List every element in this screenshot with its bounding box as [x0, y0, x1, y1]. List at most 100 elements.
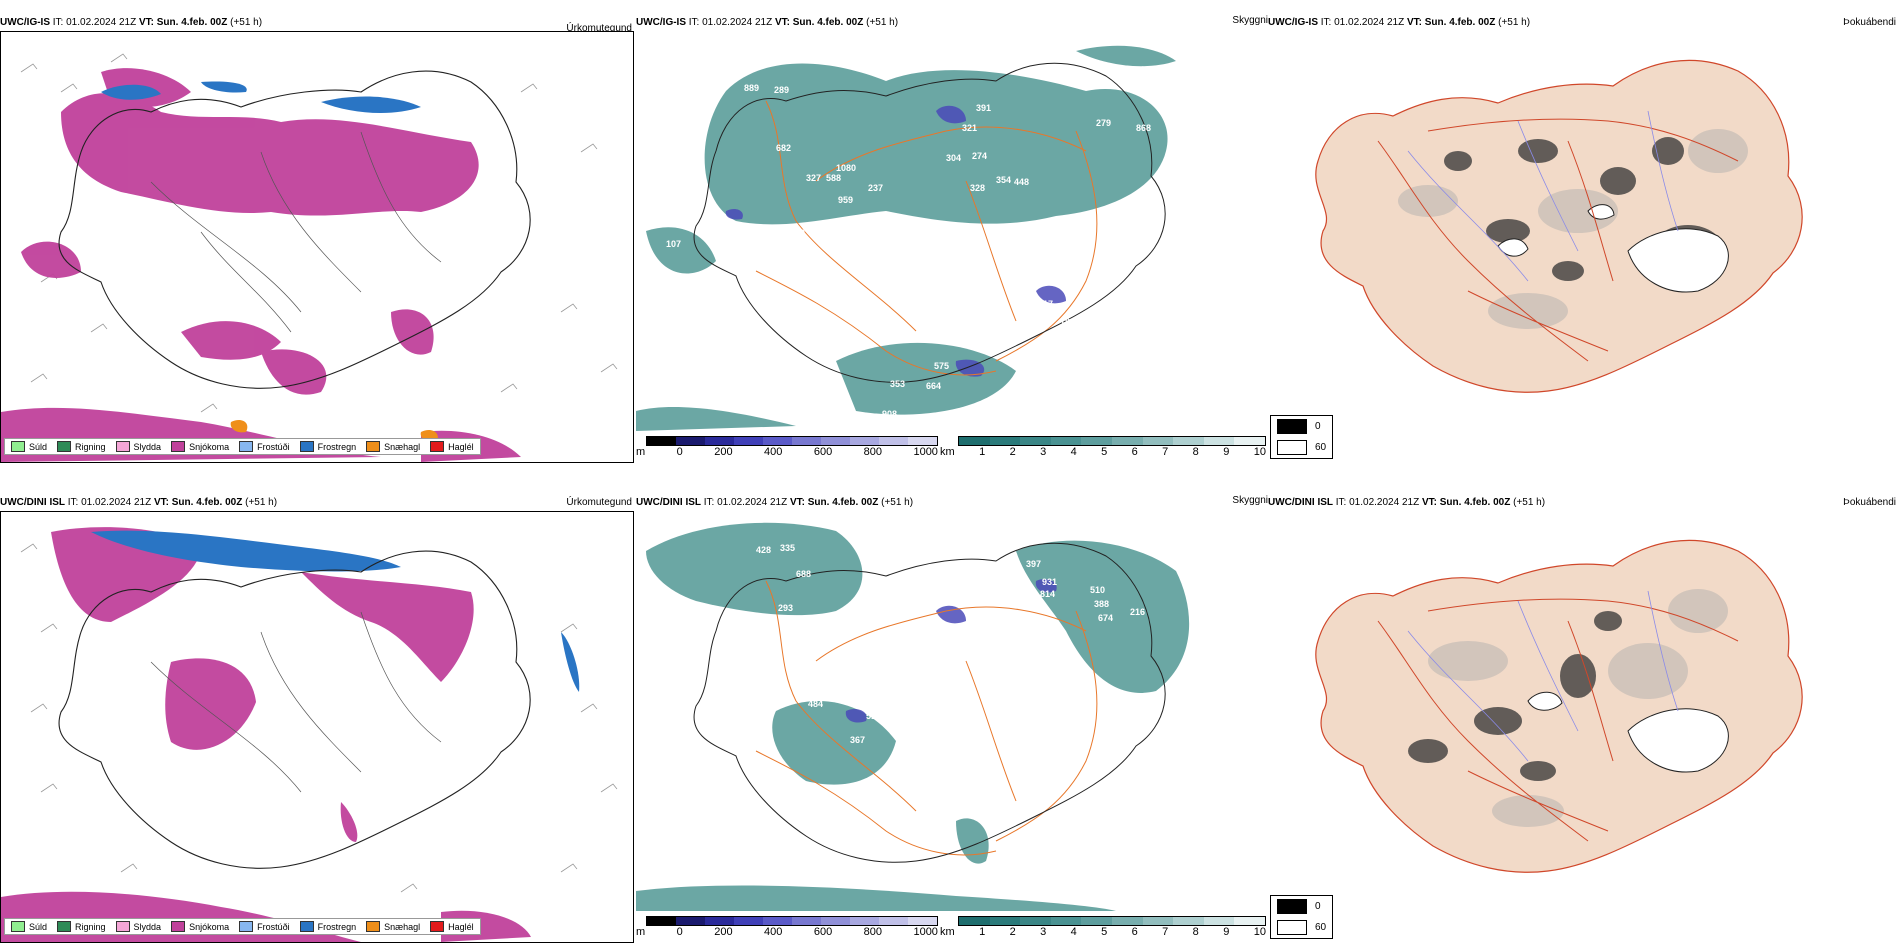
fog-panel-dini: UWC/DINI ISL IT: 01.02.2024 21Z VT: Sun.…: [1268, 495, 1900, 945]
cbar-tick: 400: [764, 926, 783, 938]
precip-map[interactable]: [0, 31, 634, 463]
vis-label: 216: [1130, 607, 1145, 617]
legend-label: Frostúði: [257, 921, 290, 932]
legend-swatch: [430, 441, 445, 452]
vis-label: 462: [1104, 209, 1119, 219]
panel-header: UWC/DINI ISL IT: 01.02.2024 21Z VT: Sun.…: [1268, 497, 1545, 508]
legend-swatch: [11, 921, 25, 932]
rivers: [1407, 590, 1679, 762]
legend-swatch: [11, 441, 25, 452]
vis-label: 510: [1090, 585, 1105, 595]
cbar-swatch: [1050, 437, 1082, 445]
vis-label: 688: [796, 569, 811, 579]
legend-label: Rigning: [75, 441, 106, 452]
precip-legend: Súld Rigning Slydda Snjókoma Frostúði Fr…: [4, 438, 481, 455]
coastline: [58, 70, 531, 389]
cbar-swatch: [647, 437, 676, 445]
glaciers: [1527, 691, 1729, 773]
panel-type-label: Þokuábendi: [1843, 17, 1896, 28]
legend-item: Súld: [11, 441, 47, 452]
fog-grey-areas: [1398, 129, 1748, 329]
cbar-swatch: [908, 437, 937, 445]
lead-time: (+51 h): [881, 497, 914, 508]
cbar-swatch: [1173, 437, 1204, 445]
vis-label: 805: [826, 407, 841, 417]
legend-item: Frostregn: [299, 921, 356, 932]
visibility-colorbar-ticks: km 1 2 3 4 5 6 7 8 9 10: [940, 446, 1266, 458]
visibility-colorbar: km 1 2 3 4 5 6 7 8 9 10: [940, 916, 1266, 938]
vis-label: 908: [882, 409, 897, 419]
cbar-tick: 5: [1101, 926, 1108, 938]
cbar-swatch: [850, 917, 879, 925]
fog-map[interactable]: [1268, 511, 1898, 931]
fog-landmass: [1315, 539, 1803, 873]
freezing-rain-areas: [91, 530, 580, 692]
precip-panel-igis: UWC/IG-IS IT: 01.02.2024 21Z VT: Sun. 4.…: [0, 15, 636, 465]
vt-label: VT:: [774, 17, 790, 28]
cbar-swatch: [850, 437, 879, 445]
cbar-swatch: [989, 437, 1021, 445]
ceiling-colorbar: m 0 200 400 600 800 1000: [636, 916, 938, 938]
roads: [1377, 598, 1739, 842]
low-visibility-areas: [636, 45, 1176, 431]
cbar-tick: 0: [676, 926, 683, 938]
vis-label: 278: [998, 561, 1013, 571]
panel-header: UWC/IG-IS IT: 01.02.2024 21Z VT: Sun. 4.…: [1268, 17, 1530, 28]
panel-header: UWC/IG-IS IT: 01.02.2024 21Z VT: Sun. 4.…: [0, 17, 262, 28]
cbar-swatch: [734, 917, 763, 925]
vt-value: Sun. 4.feb. 00Z: [156, 17, 228, 28]
glaciers: [1497, 204, 1729, 293]
it-label: IT:: [703, 497, 715, 508]
cbar-swatch: [705, 917, 734, 925]
it-value: 01.02.2024 21Z: [717, 497, 788, 508]
fog-legend-row: 0: [1271, 416, 1332, 437]
model-name: UWC/IG-IS: [1268, 17, 1318, 28]
cbar-swatch: [734, 437, 763, 445]
cbar-tick: 7: [1162, 446, 1169, 458]
snow-areas: [1, 68, 521, 462]
vt-value: Sun. 4.feb. 00Z: [807, 497, 879, 508]
cbar-swatch: [1111, 917, 1143, 925]
precip-panel-dini: UWC/DINI ISL IT: 01.02.2024 21Z VT: Sun.…: [0, 495, 636, 945]
legend-item: Frostregn: [299, 441, 356, 452]
vis-label: 664: [926, 381, 941, 391]
cbar-tick: 6: [1131, 926, 1138, 938]
vis-label: 180: [790, 228, 805, 238]
precip-map[interactable]: [0, 511, 634, 943]
it-value: 01.02.2024 21Z: [66, 17, 137, 28]
rivers: [150, 131, 442, 333]
cbar-tick: 4: [1070, 446, 1077, 458]
cbar-swatch: [1081, 917, 1112, 925]
vis-label: 321: [962, 123, 977, 133]
fog-legend-swatch: [1277, 920, 1307, 935]
cbar-tick: 1000: [913, 926, 938, 938]
vis-label: 327: [806, 173, 821, 183]
cbar-swatch: [959, 917, 990, 925]
fog-legend-label: 60: [1315, 922, 1327, 933]
lead-time: (+51 h): [1513, 497, 1546, 508]
panel-header: UWC/DINI ISL IT: 01.02.2024 21Z VT: Sun.…: [0, 497, 277, 508]
vis-label: 75: [982, 659, 992, 669]
roads: [1377, 118, 1739, 362]
panel-type-label: Úrkomutegund: [566, 23, 632, 34]
visibility-colorbar-swatches: [958, 916, 1266, 926]
cbar-tick: 8: [1192, 446, 1199, 458]
cbar-swatch: [1142, 917, 1174, 925]
visibility-map[interactable]: 428 335 688 293 397 342 278 931 814 510 …: [636, 511, 1266, 911]
vis-label: 335: [780, 543, 795, 553]
row-dini: UWC/DINI ISL IT: 01.02.2024 21Z VT: Sun.…: [0, 480, 1900, 950]
vis-label: 185: [1060, 317, 1075, 327]
legend-label: Slydda: [133, 921, 162, 932]
visibility-map[interactable]: 889 289 682 327 588 237 1080 959 180 107…: [636, 31, 1266, 431]
row-igis: UWC/IG-IS IT: 01.02.2024 21Z VT: Sun. 4.…: [0, 0, 1900, 470]
cbar-tick: 800: [863, 446, 882, 458]
fog-legend-label: 0: [1315, 421, 1321, 432]
precip-map-svg: [1, 53, 618, 462]
legend-item: Rigning: [57, 441, 106, 452]
fog-grey-areas: [1428, 589, 1728, 827]
vt-label: VT:: [1406, 17, 1422, 28]
fog-map[interactable]: [1268, 31, 1898, 451]
vt-value: Sun. 4.feb. 00Z: [1424, 17, 1496, 28]
cbar-swatch: [821, 437, 850, 445]
legend-item: Rigning: [57, 921, 106, 932]
